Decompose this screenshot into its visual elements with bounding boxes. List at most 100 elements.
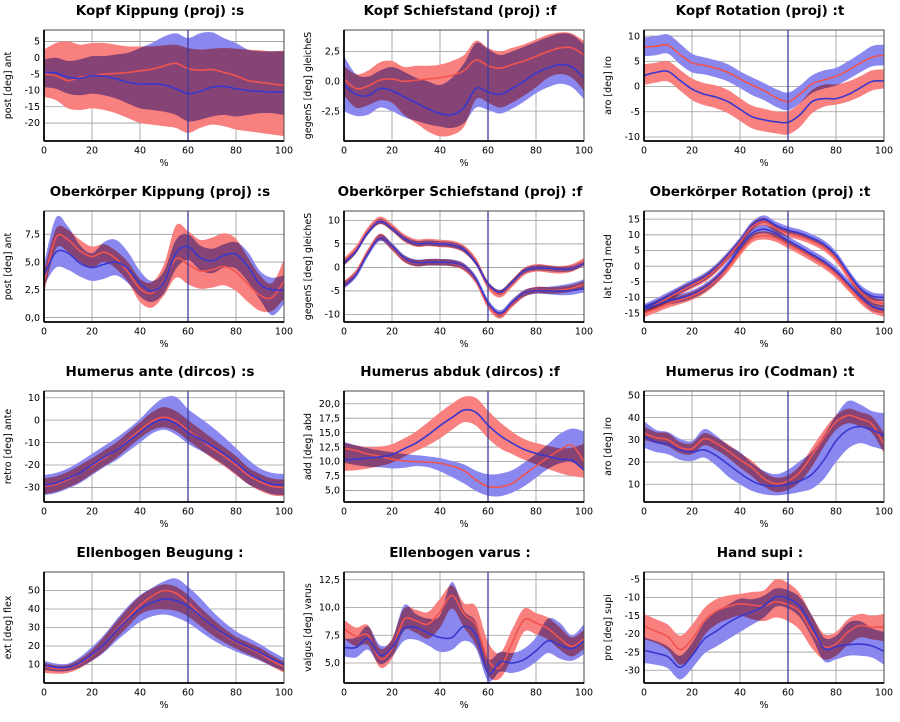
blue-mean-line (644, 425, 884, 487)
blue-mean-line (644, 227, 884, 310)
chart-title: Hand supi : (716, 544, 804, 561)
y-tick-label: 15,0 (319, 428, 340, 439)
x-tick-label: 80 (530, 507, 542, 518)
y-axis-label: post [deg] ant (3, 232, 14, 300)
confidence-bands (344, 396, 584, 497)
x-axis-label: % (759, 519, 768, 530)
x-tick-label: 60 (782, 687, 794, 698)
x-tick-label: 60 (182, 326, 194, 337)
blue-mean-line (344, 220, 584, 293)
y-tick-label: -10 (624, 292, 640, 303)
axes (43, 210, 284, 323)
confidence-bands (644, 400, 884, 496)
y-tick-label: 15 (628, 214, 640, 225)
mean-lines (44, 416, 284, 489)
x-tick-label: 0 (641, 146, 647, 157)
x-tick-label: 100 (275, 326, 293, 337)
x-tick-label: 20 (386, 687, 398, 698)
x-tick-label: 60 (782, 326, 794, 337)
blue-mean-line (44, 418, 284, 486)
y-tick-label: 10 (328, 215, 340, 226)
chart-cell-humerus-iro: 50 40 30 20 10 0 20 40 60 80 100% aro [deg] iro Hum… (600, 361, 900, 541)
x-tick-label: 20 (386, 507, 398, 518)
blue-confidence-band (344, 428, 584, 497)
x-tick-label: 80 (530, 687, 542, 698)
mean-lines (344, 594, 584, 675)
x-tick-label: 40 (434, 146, 446, 157)
blue-mean-line (344, 63, 584, 116)
x-tick-label: 60 (182, 687, 194, 698)
confidence-bands (44, 31, 284, 137)
x-axis-label: % (159, 519, 168, 530)
chart-plot-humerus-abduk: 20,0 17,5 15,0 12,5 10,0 7,5 5,00 20 40 60 80 100% a… (303, 390, 593, 530)
axis-labels: 2,5 0,0 -2,5 0 20 40 60 80 100% gegenS [deg] glei… (303, 32, 593, 169)
mean-lines (44, 62, 284, 95)
x-tick-label: 100 (575, 687, 593, 698)
y-tick-label: -10 (24, 86, 40, 97)
axis-labels: 100-10-20-300 20 40 60 80 100%retro [deg] ant… (3, 393, 293, 530)
x-tick-label: 0 (641, 326, 647, 337)
y-tick-label: 10,0 (319, 457, 340, 468)
x-tick-label: 60 (482, 687, 494, 698)
chart-cell-oberkoerper-schiefstand: 10 5 0 -5 -10 0 20 40 60 80 100% gegenS [deg] gleic… (300, 181, 600, 361)
y-tick-label: 0 (634, 82, 640, 93)
axis-labels: -5 -10 -15 -20 -25 -300 20 40 60 80 100% pro [deg] … (603, 574, 893, 711)
x-tick-label: 80 (830, 507, 842, 518)
blue-confidence-band (44, 396, 284, 496)
y-tick-label: 0,0 (25, 312, 40, 323)
x-tick-label: 100 (875, 687, 893, 698)
y-tick-label: 5,0 (325, 658, 340, 669)
y-tick-label: 5,0 (325, 486, 340, 497)
chart-title: Kopf Rotation (proj) :t (675, 3, 845, 19)
red-mean-line (344, 46, 584, 90)
x-tick-label: 0 (41, 687, 47, 698)
axis-labels: 5 0 -5 -10 -15 -20 0 20 40 60 80 100% post [deg] ant (3, 37, 293, 169)
y-tick-label: 10 (28, 659, 40, 670)
y-tick-label: 10 (628, 479, 640, 490)
axes (343, 391, 584, 503)
y-tick-label: 17,5 (319, 413, 340, 424)
chart-title: Oberkörper Schiefstand (proj) :f (337, 183, 583, 200)
y-tick-label: -5 (631, 107, 640, 118)
y-tick-label: 10,0 (319, 602, 340, 613)
y-tick-label: 0 (634, 261, 640, 272)
mean-lines (344, 219, 584, 316)
y-tick-label: 10 (628, 230, 640, 241)
x-tick-label: 80 (230, 507, 242, 518)
x-axis-label: % (159, 700, 168, 711)
x-tick-label: 100 (275, 507, 293, 518)
y-tick-label: 0 (334, 262, 340, 273)
chart-title: Ellenbogen Beugung : (76, 544, 244, 561)
mean-lines (44, 233, 284, 299)
blue-mean-line (44, 245, 284, 292)
y-axis-label: add [deg] abd (303, 413, 314, 480)
y-tick-label: 5 (334, 239, 340, 250)
x-tick-label: 0 (41, 146, 47, 157)
y-tick-label: -15 (624, 308, 640, 319)
x-tick-label: 80 (230, 687, 242, 698)
x-axis-label: % (159, 158, 168, 169)
red-confidence-band (344, 396, 584, 478)
y-tick-label: -15 (24, 102, 40, 113)
x-tick-label: 0 (341, 687, 347, 698)
x-axis-label: % (459, 519, 468, 530)
y-axis-label: aro [deg] iro (603, 56, 614, 115)
blue-mean-line (344, 625, 584, 675)
axis-labels: 12,5 10,0 7,5 5,0 0 20 40 60 80 100% valgus [deg] … (303, 574, 593, 710)
chart-cell-humerus-abduk: 20,0 17,5 15,0 12,5 10,0 7,5 5,0 0 20 40 60 80 100% a… (300, 361, 600, 541)
axis-labels: 20,0 17,5 15,0 12,5 10,0 7,5 5,00 20 40 60 80 100% a… (303, 399, 593, 530)
x-tick-label: 40 (134, 146, 146, 157)
x-tick-label: 0 (341, 326, 347, 337)
y-tick-label: -15 (624, 610, 640, 621)
red-confidence-band (344, 216, 584, 298)
x-tick-label: 100 (575, 146, 593, 157)
x-tick-label: 20 (386, 326, 398, 337)
y-tick-label: 10 (628, 31, 640, 42)
y-tick-label: 5,0 (25, 257, 40, 268)
y-axis-label: gegenS [deg] gleicheS (303, 32, 314, 139)
y-axis-label: ext [deg] flex (3, 595, 14, 659)
